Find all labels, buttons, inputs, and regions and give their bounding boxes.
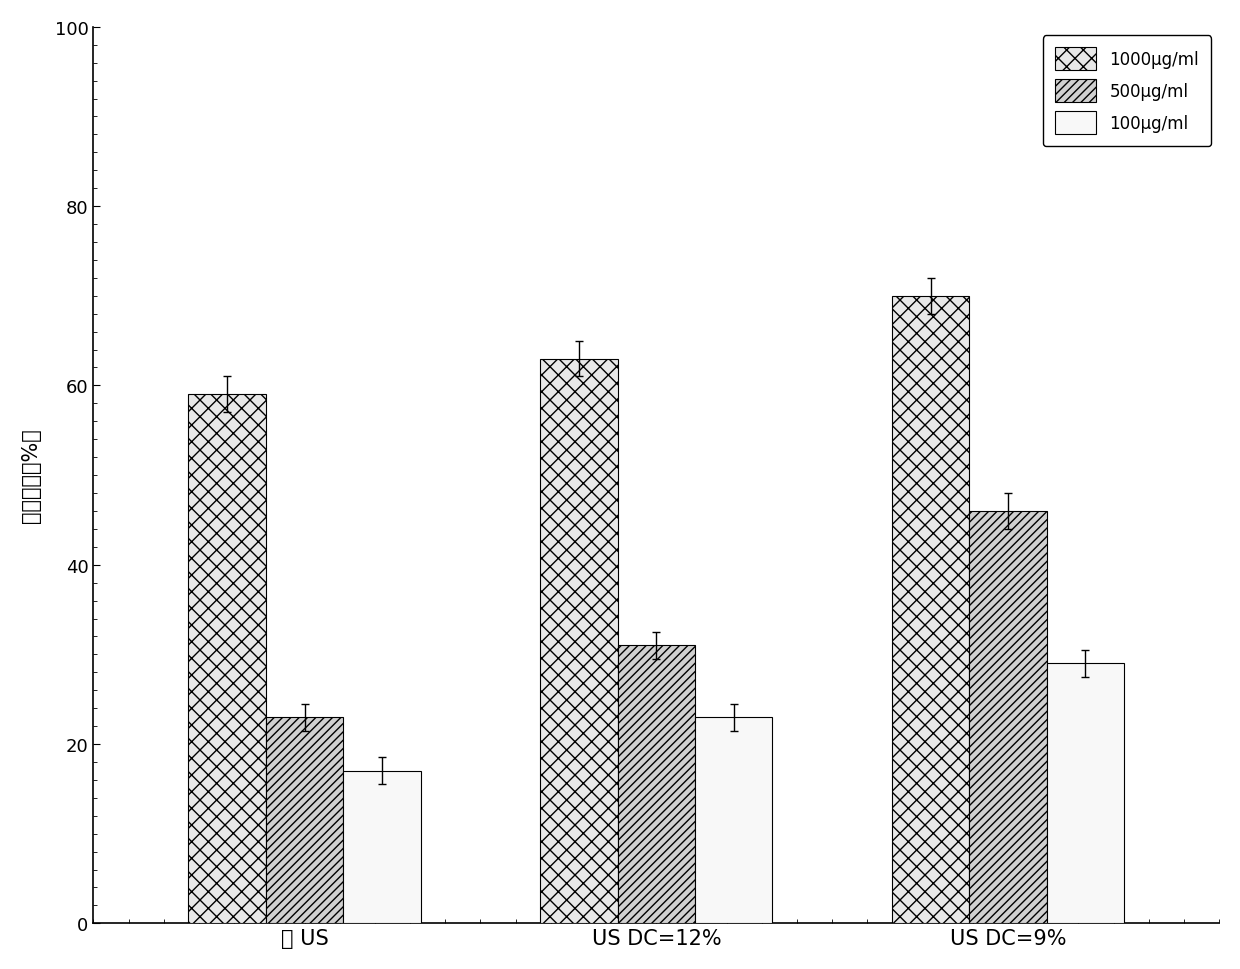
Bar xyxy=(694,717,773,923)
Bar xyxy=(265,717,343,923)
Bar xyxy=(618,645,694,923)
Bar xyxy=(1047,664,1125,923)
Bar xyxy=(892,297,970,923)
Legend: 1000μg/ml, 500μg/ml, 100μg/ml: 1000μg/ml, 500μg/ml, 100μg/ml xyxy=(1043,36,1210,146)
Bar xyxy=(188,395,265,923)
Bar xyxy=(541,359,618,923)
Bar xyxy=(343,771,420,923)
Y-axis label: 细胞死亡（%）: 细胞死亡（%） xyxy=(21,428,41,523)
Bar xyxy=(970,512,1047,923)
